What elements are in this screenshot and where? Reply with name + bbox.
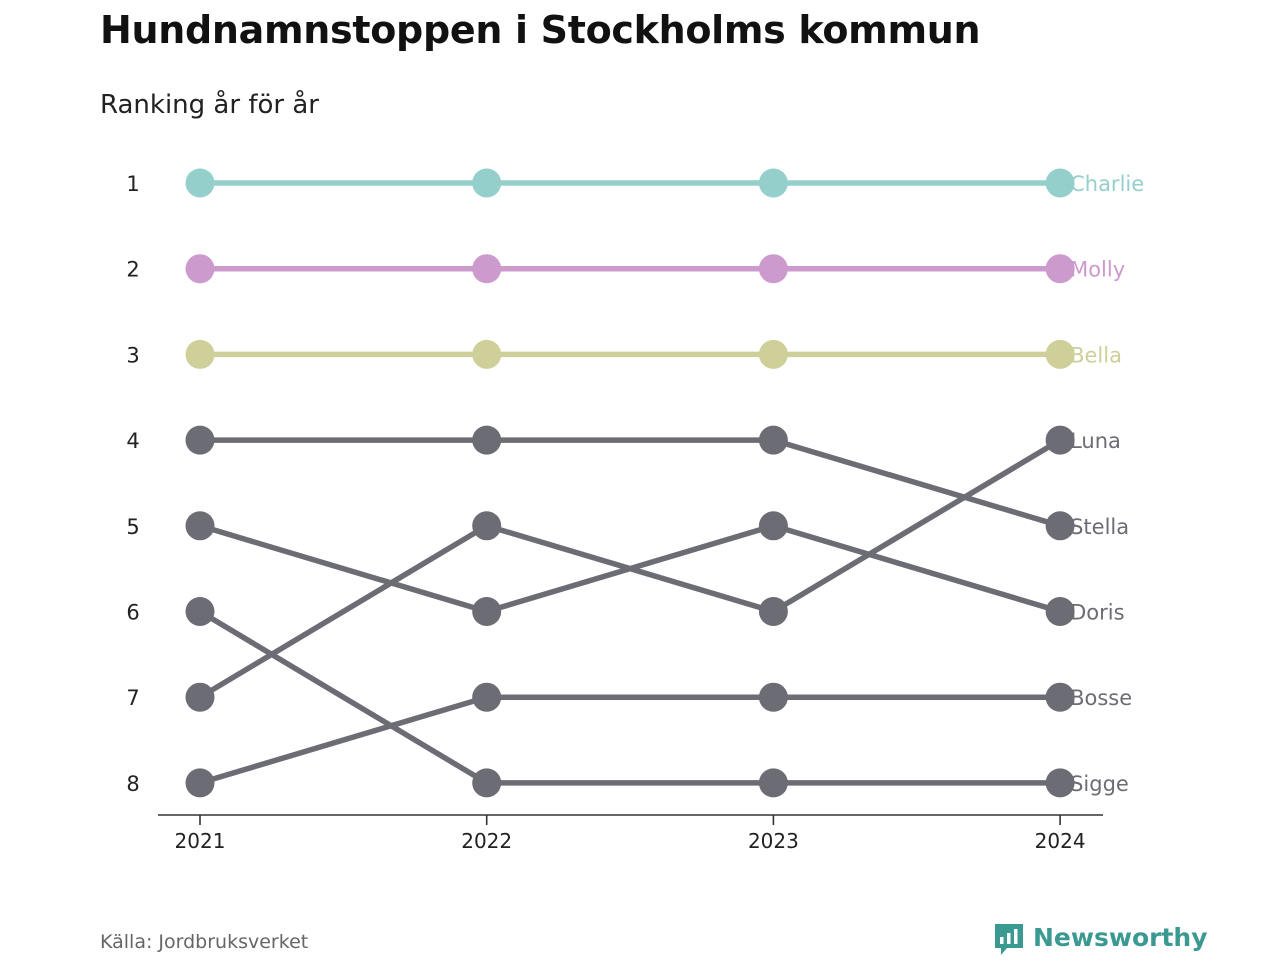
data-point-bosse [758,682,788,712]
x-tick-label: 2021 [175,829,226,853]
y-tick-label: 6 [126,601,139,625]
y-tick-label: 1 [126,172,139,196]
series-line-doris [197,523,1063,615]
data-point-charlie [758,168,788,198]
data-point-doris [1045,597,1075,626]
chart-title: Hundnamnstoppen i Stockholms kommun [100,8,981,52]
x-tick-label: 2023 [748,829,799,853]
series-label-doris: Doris [1070,601,1124,625]
source-note: Källa: Jordbruksverket [100,931,309,953]
series-bella [185,339,1075,369]
data-point-charlie [185,168,215,198]
data-point-stella [1045,511,1075,541]
bar-chart-speech-bubble-icon [995,924,1023,955]
data-point-stella [758,425,788,455]
data-point-sigge [472,768,502,798]
data-point-bella [1045,339,1075,369]
data-point-molly [472,254,502,284]
series-label-luna: Luna [1070,429,1121,453]
data-point-doris [472,597,502,626]
series-label-bella: Bella [1070,343,1122,367]
data-point-molly [185,254,215,284]
data-point-molly [1045,254,1075,284]
x-tick-label: 2022 [461,829,512,853]
y-tick-label: 3 [126,343,139,367]
series-label-molly: Molly [1070,258,1125,282]
data-point-stella [185,425,215,455]
series-sigge [185,597,1075,798]
series-doris [185,511,1075,626]
series-label-bosse: Bosse [1070,686,1132,710]
series-label-sigge: Sigge [1070,772,1129,796]
data-point-charlie [1045,168,1075,198]
data-point-luna [1045,425,1075,455]
data-point-bella [758,339,788,369]
data-point-sigge [758,768,788,798]
series-line-bosse [197,694,1063,786]
chart-subtitle: Ranking år för år [100,90,319,120]
y-tick-label: 7 [126,686,139,710]
y-tick-label: 8 [126,772,139,796]
data-point-luna [185,682,215,712]
series-stella [185,425,1075,541]
y-tick-label: 2 [126,258,139,282]
data-point-doris [758,511,788,541]
brand-logo: Newsworthy [993,922,1208,962]
data-point-bosse [1045,682,1075,712]
series-bosse [185,682,1075,798]
data-point-charlie [472,168,502,198]
data-point-bosse [185,768,215,798]
data-point-doris [185,511,215,541]
data-point-sigge [1045,768,1075,798]
series-charlie [185,168,1075,198]
data-point-luna [758,597,788,626]
data-point-bella [472,339,502,369]
series-label-stella: Stella [1070,515,1129,539]
data-point-luna [472,511,502,541]
data-point-sigge [185,597,215,626]
series-line-stella [197,437,1063,529]
series-label-charlie: Charlie [1070,172,1144,196]
data-point-stella [472,425,502,455]
data-point-bosse [472,682,502,712]
series-molly [185,254,1075,284]
brand-name: Newsworthy [1033,923,1208,952]
x-tick-label: 2024 [1035,829,1086,853]
y-tick-label: 5 [126,515,139,539]
data-point-molly [758,254,788,284]
y-tick-label: 4 [126,429,139,453]
data-point-bella [185,339,215,369]
series-line-sigge [197,608,1063,786]
